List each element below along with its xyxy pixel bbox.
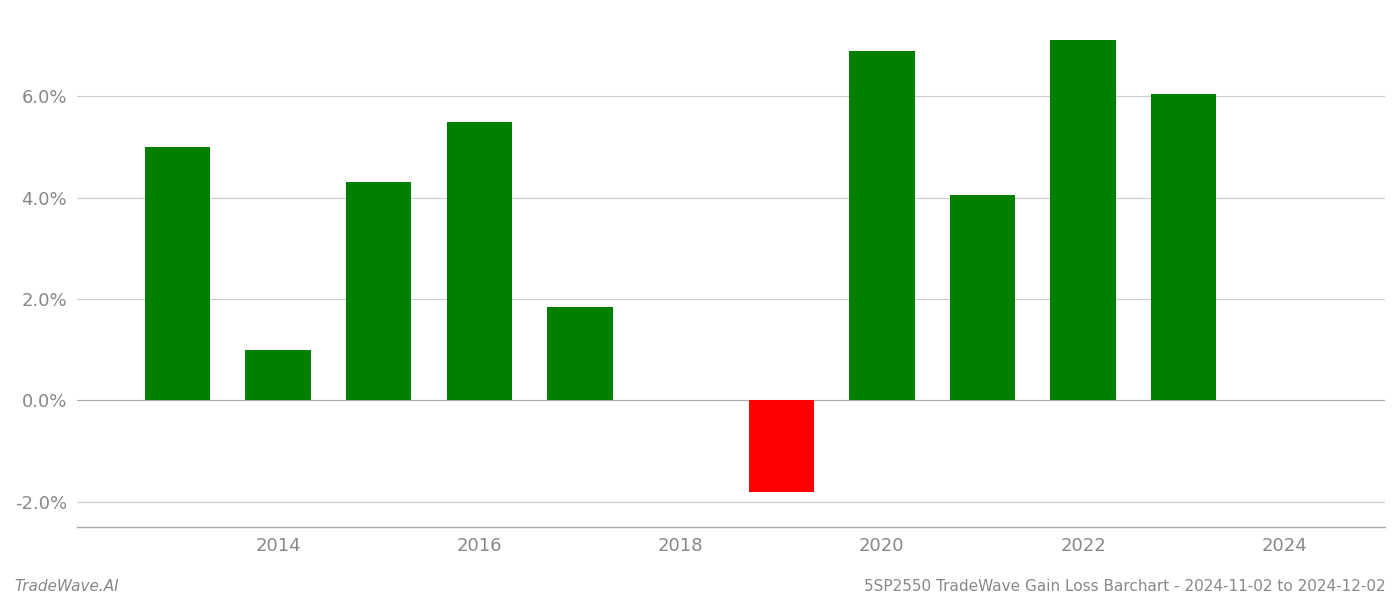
Text: TradeWave.AI: TradeWave.AI bbox=[14, 579, 119, 594]
Bar bbox=[850, 50, 914, 400]
Bar bbox=[547, 307, 613, 400]
Bar bbox=[447, 122, 512, 400]
Text: 5SP2550 TradeWave Gain Loss Barchart - 2024-11-02 to 2024-12-02: 5SP2550 TradeWave Gain Loss Barchart - 2… bbox=[864, 579, 1386, 594]
Bar bbox=[1151, 94, 1217, 400]
Bar bbox=[949, 195, 1015, 400]
Bar bbox=[1050, 40, 1116, 400]
Bar bbox=[749, 400, 813, 492]
Bar bbox=[245, 350, 311, 400]
Bar bbox=[346, 182, 412, 400]
Bar bbox=[144, 147, 210, 400]
